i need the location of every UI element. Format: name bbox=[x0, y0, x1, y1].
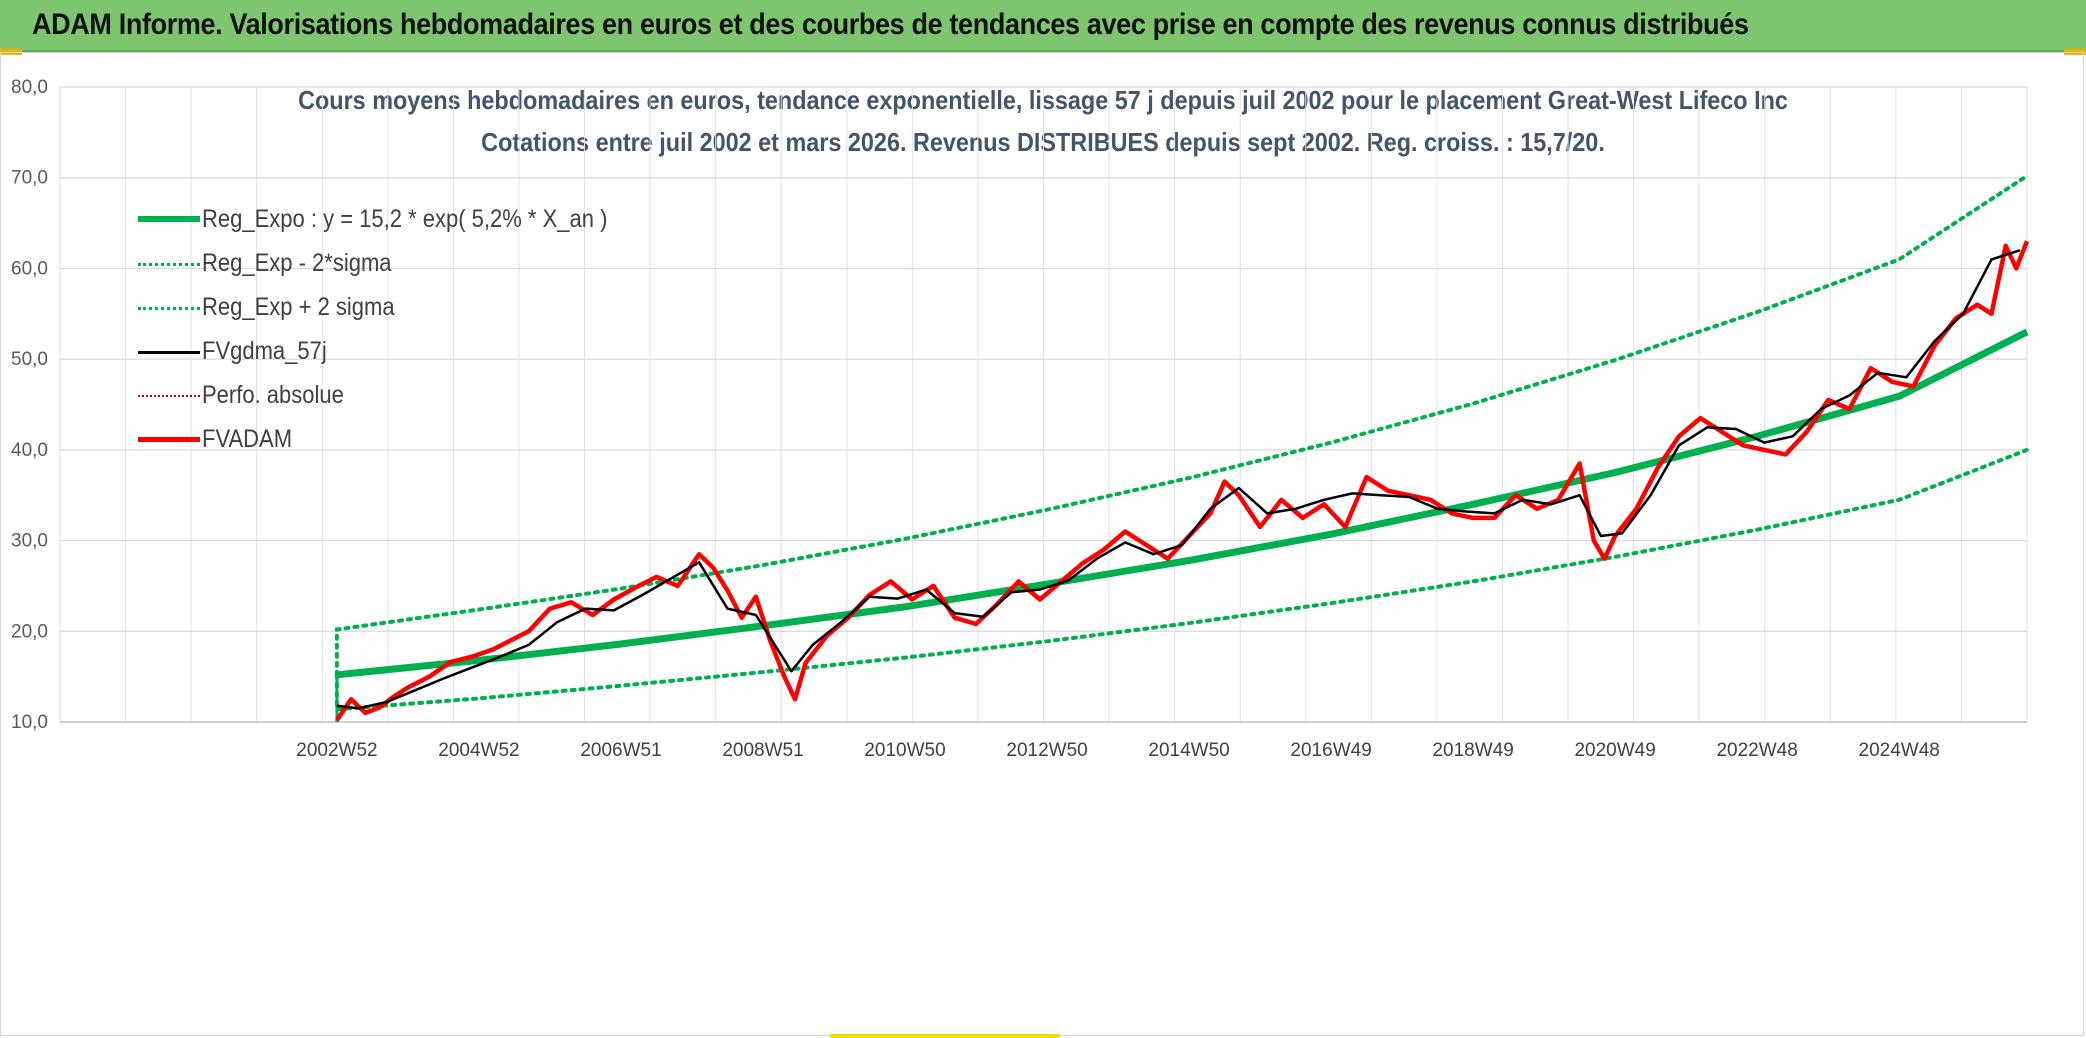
series-fvgdma-57j bbox=[336, 249, 2021, 710]
legend-swatch-reg bbox=[138, 216, 200, 222]
y-tick-label: 30,0 bbox=[11, 531, 48, 552]
legend-label-reg-lo: Reg_Exp - 2*sigma bbox=[202, 249, 392, 277]
x-tick-label: 2012W50 bbox=[1006, 740, 1087, 761]
y-tick-label: 20,0 bbox=[11, 621, 48, 642]
series-reg-exp-plus-2sigma bbox=[334, 173, 2029, 677]
bottom-marker bbox=[830, 1034, 1060, 1038]
report-banner: ADAM Informe. Valorisations hebdomadaire… bbox=[0, 0, 2086, 52]
y-tick-label: 60,0 bbox=[11, 258, 48, 279]
x-tick-label: 2006W51 bbox=[580, 740, 661, 761]
legend-swatch-adam bbox=[138, 437, 200, 442]
legend-swatch-mm bbox=[138, 351, 200, 354]
y-tick-label: 50,0 bbox=[11, 349, 48, 370]
x-tick-label: 2024W48 bbox=[1859, 740, 1940, 761]
legend-label-mm: FVgdma_57j bbox=[202, 337, 327, 365]
series-reg-exp-minus-2sigma bbox=[334, 447, 2029, 712]
series-reg-expo bbox=[336, 328, 2029, 679]
legend-swatch-reg-hi bbox=[138, 307, 200, 310]
x-tick-label: 2010W50 bbox=[864, 740, 945, 761]
legend-label-reg-hi: Reg_Exp + 2 sigma bbox=[202, 293, 395, 321]
series-fvadam bbox=[335, 240, 2030, 722]
legend-label-adam: FVADAM bbox=[202, 425, 293, 453]
y-tick-label: 10,0 bbox=[11, 712, 48, 733]
x-tick-label: 2002W52 bbox=[296, 740, 377, 761]
y-tick-label: 70,0 bbox=[11, 168, 48, 189]
x-tick-label: 2014W50 bbox=[1148, 740, 1229, 761]
legend-label-perf: Perfo. absolue bbox=[202, 381, 344, 409]
legend-swatch-perf bbox=[138, 395, 200, 397]
x-tick-label: 2022W48 bbox=[1716, 740, 1797, 761]
x-tick-label: 2004W52 bbox=[438, 740, 519, 761]
legend-label-reg: Reg_Expo : y = 15,2 * exp( 5,2% * X_an ) bbox=[202, 205, 608, 233]
x-tick-label: 2018W49 bbox=[1432, 740, 1513, 761]
report-title: ADAM Informe. Valorisations hebdomadaire… bbox=[32, 8, 1749, 41]
x-tick-label: 2016W49 bbox=[1290, 740, 1371, 761]
x-tick-label: 2008W51 bbox=[722, 740, 803, 761]
y-tick-label: 40,0 bbox=[11, 440, 48, 461]
y-tick-label: 80,0 bbox=[11, 77, 48, 98]
x-tick-label: 2020W49 bbox=[1574, 740, 1655, 761]
legend-swatch-reg-lo bbox=[138, 263, 200, 266]
